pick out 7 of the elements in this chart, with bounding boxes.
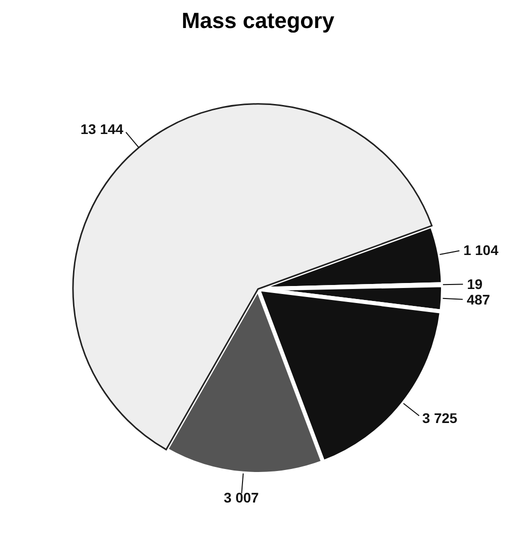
data-label: 19: [466, 276, 483, 292]
chart-title: Mass category: [180, 8, 336, 34]
data-label: 3 007: [224, 489, 260, 506]
data-label: 487: [466, 292, 490, 308]
data-label: 1 104: [463, 242, 499, 258]
data-label: 3 725: [422, 410, 458, 426]
data-label: 13 144: [80, 121, 124, 138]
